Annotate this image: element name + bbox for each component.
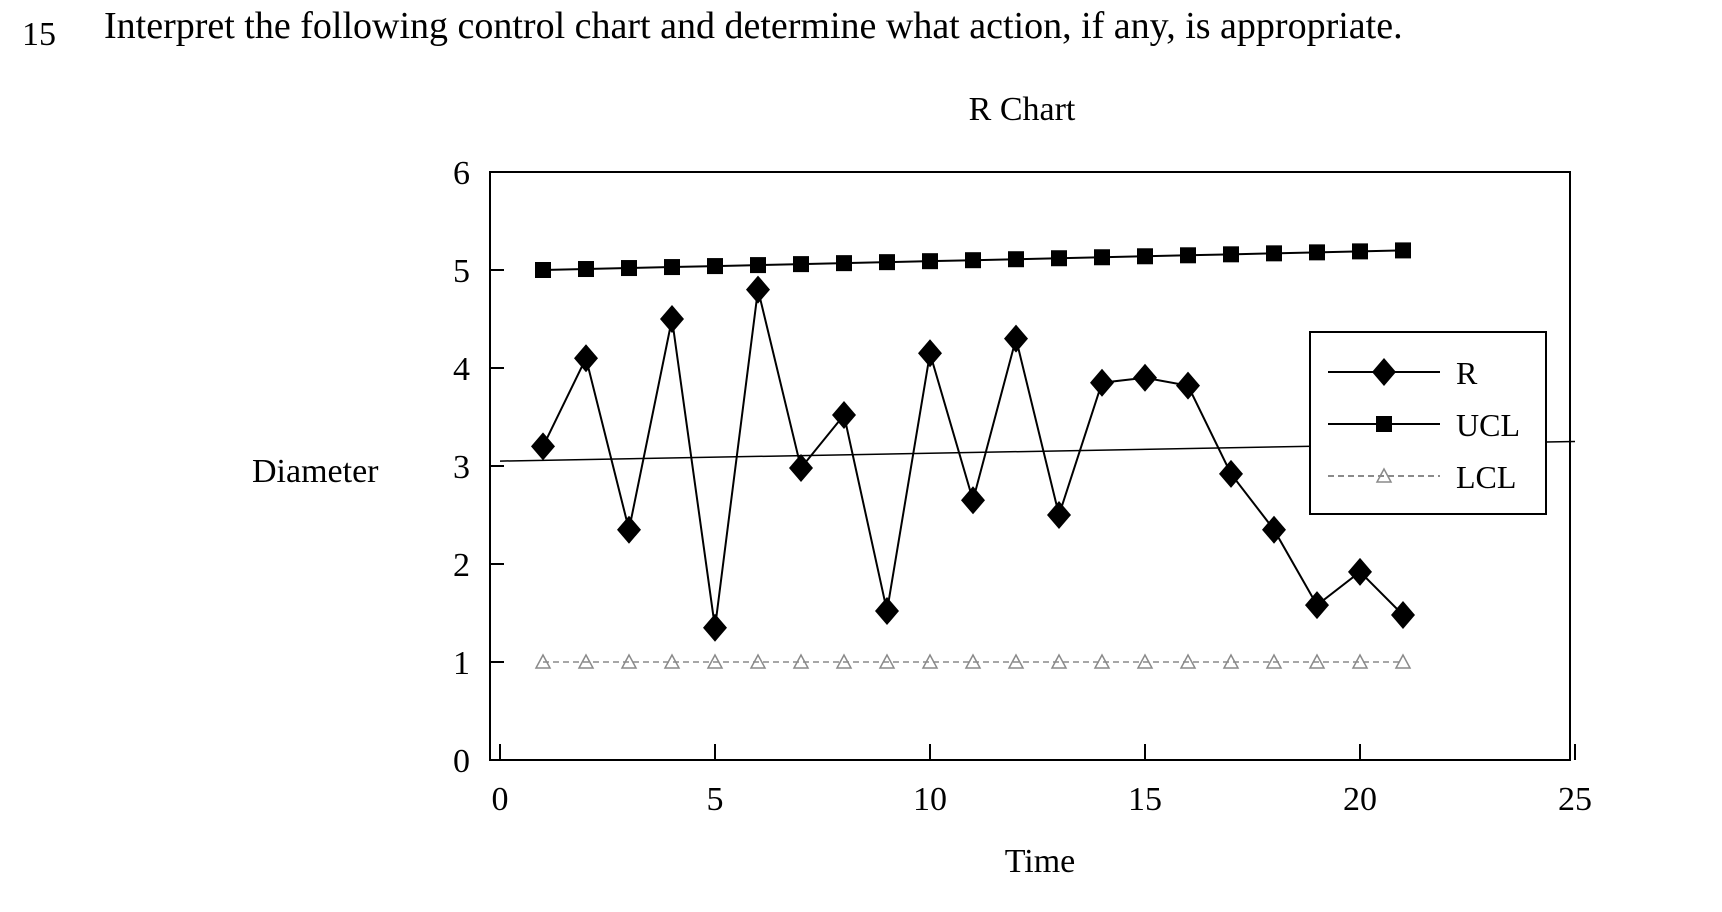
y-tick-label: 2 [453,547,470,584]
series-ucl [535,242,1411,278]
x-tick-label: 15 [1128,781,1162,818]
ucl-point [1395,242,1411,259]
ucl-point [750,257,766,274]
lcl-point [534,653,552,669]
r-point [1090,368,1114,397]
lcl-point [1308,653,1326,669]
ucl-point [707,258,723,275]
r-point [746,275,770,304]
ucl-point [965,252,981,269]
ucl-point [1094,249,1110,266]
r-point [531,432,555,461]
legend-label: UCL [1456,407,1520,443]
legend-marker [1372,358,1396,386]
ucl-point [1051,250,1067,267]
r-point [832,401,856,430]
ucl-point [879,254,895,271]
legend-marker [1375,467,1393,483]
ucl-point [535,262,551,278]
ucl-point [1352,243,1368,260]
x-tick-label: 10 [913,781,947,818]
r-point [574,344,598,373]
lcl-point [1351,653,1369,669]
r-point [1047,501,1071,529]
x-tick-label: 20 [1343,781,1377,818]
y-tick-label: 1 [453,645,470,682]
lcl-point [1136,653,1154,669]
question: 15 Interpret the following control chart… [0,2,1722,62]
ucl-point [621,260,637,277]
y-axis-label: Diameter [252,453,379,490]
lcl-point [620,653,638,669]
r-point [961,486,985,515]
legend-marker [1376,416,1392,432]
r-point [703,613,727,642]
x-tick-label: 0 [492,781,509,818]
lcl-point [1265,653,1283,669]
legend: R UCL LCL [1309,331,1547,515]
ucl-point [1137,248,1153,265]
y-tick-label: 5 [453,253,470,290]
series [531,242,1415,669]
lcl-point [1222,653,1240,669]
x-tick-label: 25 [1558,781,1592,818]
r-point [1133,363,1157,392]
question-text: Interpret the following control chart an… [104,5,1403,47]
r-point [1219,459,1243,488]
lcl-point [792,653,810,669]
r-point [660,305,684,333]
x-tick-label: 5 [707,781,724,818]
r-point [918,339,942,368]
ucl-point [1266,245,1282,262]
ucl-point [1309,244,1325,261]
axes: 0 1 2 3 4 5 6 0 5 10 15 20 25 [453,155,1592,818]
r-point [789,453,813,482]
lcl-point [878,653,896,669]
r-point [1348,557,1372,586]
ucl-point [1180,247,1196,264]
r-point [1391,600,1415,629]
x-axis-label: Time [1005,843,1076,880]
lcl-point [577,653,595,669]
y-tick-label: 6 [453,155,470,192]
lcl-point [749,653,767,669]
ucl-point [793,256,809,273]
r-point [1262,515,1286,544]
lcl-point [1050,653,1068,669]
lcl-point [1093,653,1111,669]
ucl-point [1008,251,1024,268]
r-point [617,515,641,544]
ucl-point [578,261,594,278]
ucl-point [1223,246,1239,263]
lcl-point [1007,653,1025,669]
lcl-point [706,653,724,669]
ucl-point [664,259,680,276]
r-point [875,597,899,626]
y-tick-label: 0 [453,743,470,780]
lcl-point [1179,653,1197,669]
ucl-point [836,255,852,272]
lcl-point [921,653,939,669]
r-point [1004,324,1028,353]
y-tick-label: 3 [453,449,470,486]
lcl-point [1394,653,1412,669]
r-point [1176,371,1200,400]
question-number: 15 [22,16,56,53]
series-lcl [534,653,1412,669]
lcl-point [663,653,681,669]
legend-label: R [1456,355,1478,391]
series-r [531,275,1415,642]
lcl-point [964,653,982,669]
r-point [1305,591,1329,620]
y-tick-label: 4 [453,351,470,388]
ucl-point [922,253,938,270]
lcl-point [835,653,853,669]
chart-title: R Chart [969,91,1076,128]
legend-label: LCL [1456,459,1516,495]
